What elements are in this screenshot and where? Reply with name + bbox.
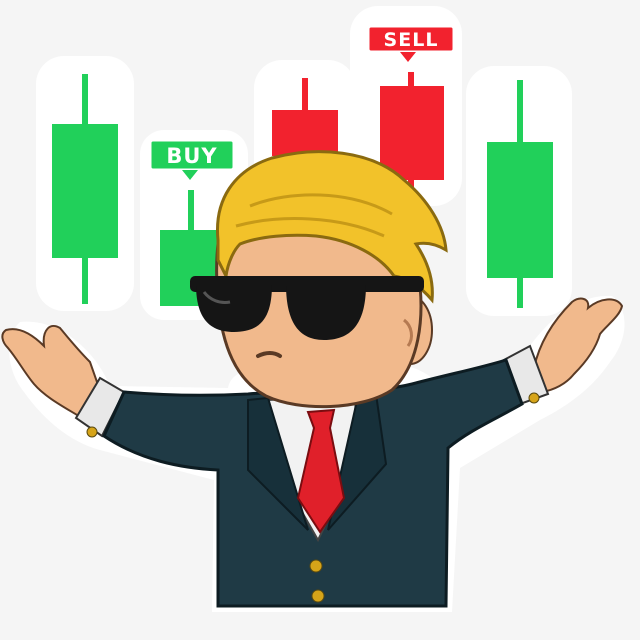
mascot-in-suit-icon bbox=[1, 150, 625, 612]
jacket-button bbox=[309, 559, 323, 573]
hair bbox=[216, 150, 448, 304]
green-candle bbox=[52, 74, 118, 304]
red-candle bbox=[380, 72, 444, 196]
jacket-button bbox=[311, 589, 325, 603]
mouth bbox=[256, 351, 282, 358]
green-candle bbox=[487, 80, 553, 308]
sunglasses-icon bbox=[190, 276, 424, 340]
red-candle bbox=[272, 78, 338, 158]
buy-label: BUY bbox=[166, 144, 217, 168]
left-lapel bbox=[247, 396, 309, 531]
sell-label: SELL bbox=[384, 29, 439, 51]
sell-tag: SELL bbox=[366, 24, 456, 62]
red-tie bbox=[296, 408, 346, 534]
candlestick-chart-icon bbox=[52, 72, 553, 308]
buy-tag: BUY bbox=[148, 138, 236, 180]
right-hand bbox=[532, 297, 624, 394]
